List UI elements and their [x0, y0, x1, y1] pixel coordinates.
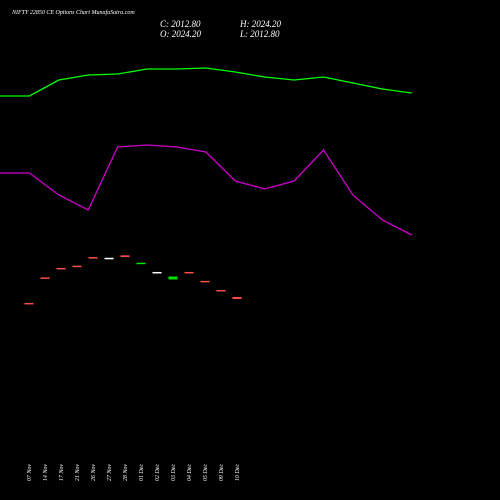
candle-body [232, 296, 242, 299]
candle-body [88, 257, 98, 259]
ohlc-label: O: 2024.20 [160, 29, 201, 39]
x-tick-label: 28 Nov [123, 464, 129, 482]
candle-body [216, 289, 226, 292]
candle-body [24, 302, 34, 305]
candle-body [104, 257, 114, 260]
candle-body [184, 271, 194, 274]
chart-title: NIFTY 22850 CE Options Chart MunafaSutra… [11, 9, 135, 16]
candle-body [40, 277, 50, 279]
candle-body [56, 267, 66, 270]
ohlc-label: C: 2012.80 [160, 19, 201, 29]
ohlc-label: H: 2024.20 [239, 19, 281, 29]
x-tick-label: 04 Dec [186, 464, 193, 481]
candle-body [200, 280, 210, 283]
x-tick-label: 21 Nov [75, 464, 81, 482]
x-tick-label: 26 Nov [91, 464, 97, 482]
x-tick-label: 01 Dec [139, 464, 145, 481]
x-tick-label: 03 Dec [171, 464, 177, 481]
x-tick-label: 14 Nov [42, 464, 49, 482]
ohlc-label: L: 2012.80 [239, 29, 280, 39]
indicator-line [0, 144, 413, 236]
candle-body [152, 271, 162, 274]
x-tick-label: 27 Nov [107, 464, 113, 482]
x-tick-label: 17 Nov [59, 464, 65, 482]
x-tick-label: 05 Dec [203, 464, 209, 481]
x-tick-label: 07 Nov [27, 464, 33, 482]
candle-body [120, 255, 130, 258]
x-tick-label: 10 Dec [235, 464, 241, 481]
candle-body [72, 265, 82, 268]
candle-body [136, 262, 146, 265]
x-tick-label: 09 Dec [219, 464, 225, 481]
x-tick-label: 02 Dec [155, 464, 161, 481]
indicator-line [0, 67, 412, 97]
candle-body [168, 276, 178, 280]
